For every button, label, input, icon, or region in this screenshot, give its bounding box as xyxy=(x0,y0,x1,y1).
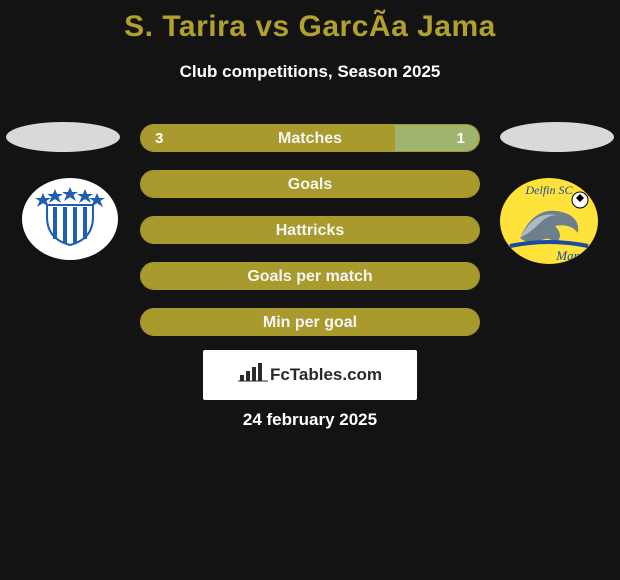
stat-label: Goals xyxy=(288,176,332,193)
emelec-crest-icon xyxy=(35,187,105,252)
stat-bar: Goals per match xyxy=(140,262,480,290)
stat-bar: 3 1 Matches xyxy=(140,124,480,152)
stat-label: Matches xyxy=(278,130,342,147)
club-badge-left xyxy=(22,178,118,260)
attribution-text: FcTables.com xyxy=(270,365,382,385)
delfin-text-top: Delfin SC xyxy=(525,183,574,197)
stat-bar: Min per goal xyxy=(140,308,480,336)
delfin-text-bottom: Mant xyxy=(555,248,584,263)
stat-label: Goals per match xyxy=(247,268,372,285)
player-photo-right xyxy=(500,122,614,152)
stat-value-left: 3 xyxy=(155,125,163,152)
page-title: S. Tarira vs GarcÃ­a Jama xyxy=(0,0,620,44)
subtitle: Club competitions, Season 2025 xyxy=(0,62,620,82)
club-badge-right: Delfin SC Mant xyxy=(500,178,598,264)
delfin-crest-icon: Delfin SC Mant xyxy=(500,251,598,264)
stat-label: Min per goal xyxy=(263,314,357,331)
player-photo-left xyxy=(6,122,120,152)
stat-bar: Goals xyxy=(140,170,480,198)
chart-logo-icon xyxy=(238,363,270,388)
date-text: 24 february 2025 xyxy=(0,410,620,430)
stat-bar: Hattricks xyxy=(140,216,480,244)
stat-label: Hattricks xyxy=(276,222,344,239)
comparison-bars: 3 1 Matches Goals Hattricks Goals per match Mi… xyxy=(140,124,480,354)
stat-value-right: 1 xyxy=(457,125,465,152)
attribution-box: FcTables.com xyxy=(203,350,417,400)
